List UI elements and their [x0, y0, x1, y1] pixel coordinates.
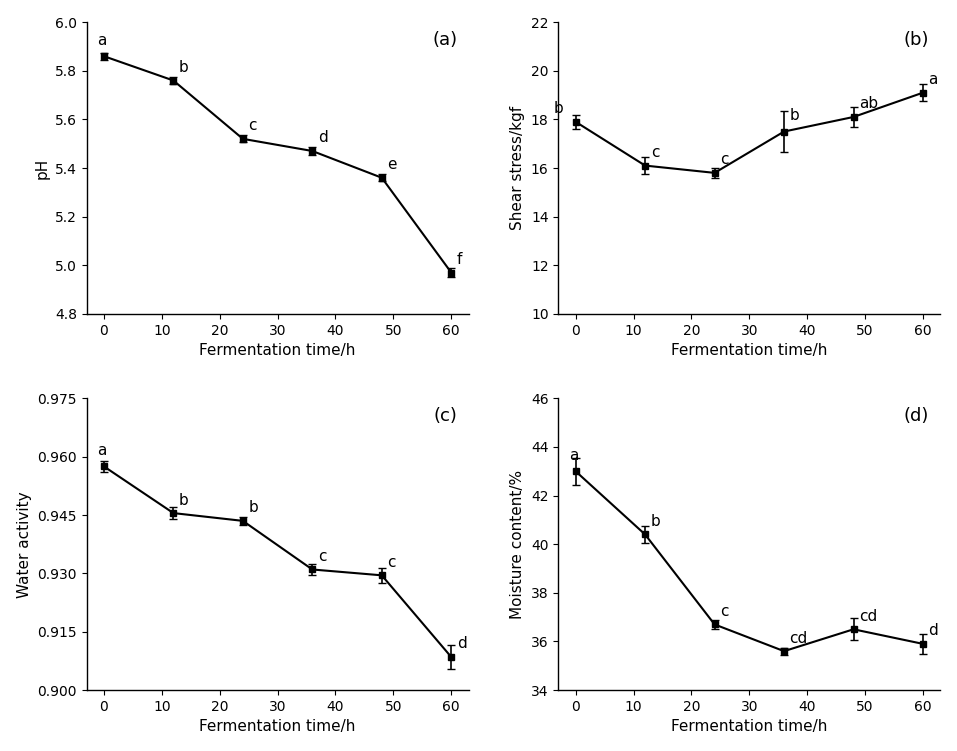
Text: (b): (b)	[903, 31, 929, 49]
X-axis label: Fermentation time/h: Fermentation time/h	[671, 343, 828, 358]
Text: a: a	[97, 33, 106, 48]
Text: a: a	[568, 448, 578, 463]
Text: c: c	[720, 604, 728, 619]
Text: b: b	[553, 101, 563, 116]
Y-axis label: Shear stress/kgf: Shear stress/kgf	[510, 106, 525, 230]
Text: b: b	[651, 514, 660, 529]
Text: ab: ab	[859, 96, 879, 111]
Text: (c): (c)	[434, 407, 457, 425]
Text: a: a	[928, 72, 938, 87]
Text: cd: cd	[859, 609, 878, 624]
Y-axis label: pH: pH	[34, 158, 50, 179]
Text: c: c	[720, 152, 728, 167]
Text: b: b	[179, 493, 189, 508]
X-axis label: Fermentation time/h: Fermentation time/h	[199, 719, 356, 734]
Text: d: d	[318, 131, 327, 146]
Y-axis label: Water activity: Water activity	[16, 491, 32, 598]
Text: c: c	[651, 145, 659, 160]
X-axis label: Fermentation time/h: Fermentation time/h	[671, 719, 828, 734]
Text: c: c	[318, 549, 326, 564]
Text: f: f	[456, 252, 462, 267]
Text: b: b	[249, 500, 258, 515]
Y-axis label: Moisture content/%: Moisture content/%	[510, 469, 525, 619]
Text: d: d	[456, 636, 467, 651]
Text: b: b	[179, 60, 189, 75]
Text: cd: cd	[790, 631, 808, 646]
Text: (d): (d)	[903, 407, 929, 425]
X-axis label: Fermentation time/h: Fermentation time/h	[199, 343, 356, 358]
Text: c: c	[388, 555, 396, 570]
Text: e: e	[388, 157, 397, 172]
Text: d: d	[928, 623, 938, 638]
Text: (a): (a)	[432, 31, 457, 49]
Text: a: a	[97, 443, 106, 458]
Text: b: b	[790, 108, 799, 123]
Text: c: c	[249, 119, 256, 133]
